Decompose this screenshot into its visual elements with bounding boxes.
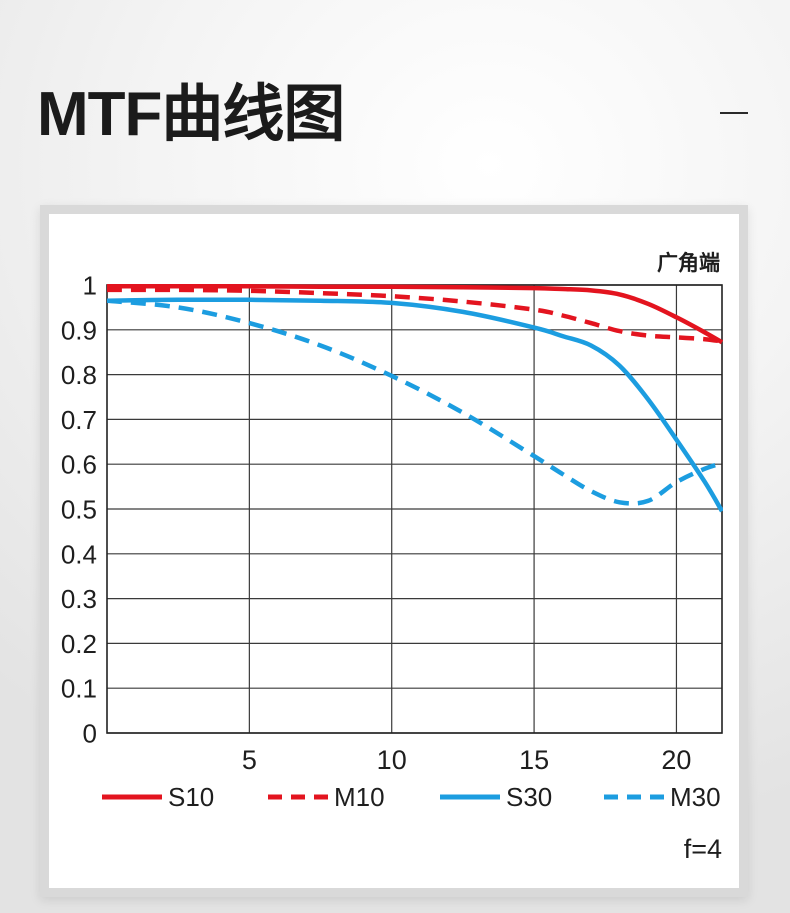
legend-label: M10 xyxy=(334,782,385,812)
page-title: MTF曲线图 xyxy=(37,80,345,149)
x-tick-label: 20 xyxy=(661,745,691,775)
x-tick-label: 5 xyxy=(242,745,257,775)
y-tick-label: 0.3 xyxy=(61,584,97,614)
x-tick-label: 10 xyxy=(377,745,407,775)
legend-item: S10 xyxy=(102,782,214,812)
y-tick-label: 0.2 xyxy=(61,629,97,659)
series-lines xyxy=(107,284,723,513)
legend-item: M10 xyxy=(268,782,385,812)
y-tick-label: 0.4 xyxy=(61,539,97,569)
legend-item: M30 xyxy=(604,782,721,812)
y-tick-label: 1 xyxy=(83,271,97,301)
y-tick-label: 0.9 xyxy=(61,315,97,345)
x-tick-labels: 5 10 15 20 xyxy=(242,745,692,775)
x-tick-label: 15 xyxy=(519,745,549,775)
legend-label: S30 xyxy=(506,782,552,812)
dash-decoration xyxy=(720,112,748,114)
aperture-label: f=4 xyxy=(684,834,722,864)
legend-label: S10 xyxy=(168,782,214,812)
series-line-m30 xyxy=(107,298,723,506)
legend-item: S30 xyxy=(440,782,552,812)
series-line-m10 xyxy=(107,287,723,344)
legend-label: M30 xyxy=(670,782,721,812)
y-tick-label: 0.6 xyxy=(61,450,97,480)
series-line-s10 xyxy=(107,284,723,345)
chart-card xyxy=(40,205,748,897)
grid xyxy=(107,284,722,734)
y-tick-label: 0.8 xyxy=(61,360,97,390)
y-tick-label: 0 xyxy=(83,719,97,749)
y-tick-labels: 1 0.9 0.8 0.7 0.6 0.5 0.4 0.3 0.2 0.1 0 xyxy=(61,271,97,749)
series-line-s30 xyxy=(107,297,723,513)
legend: S10 M10 S30 M30 xyxy=(102,782,721,812)
y-tick-label: 0.7 xyxy=(61,405,97,435)
corner-label: 广角端 xyxy=(657,251,720,275)
y-tick-label: 0.1 xyxy=(61,674,97,704)
y-tick-label: 0.5 xyxy=(61,495,97,525)
